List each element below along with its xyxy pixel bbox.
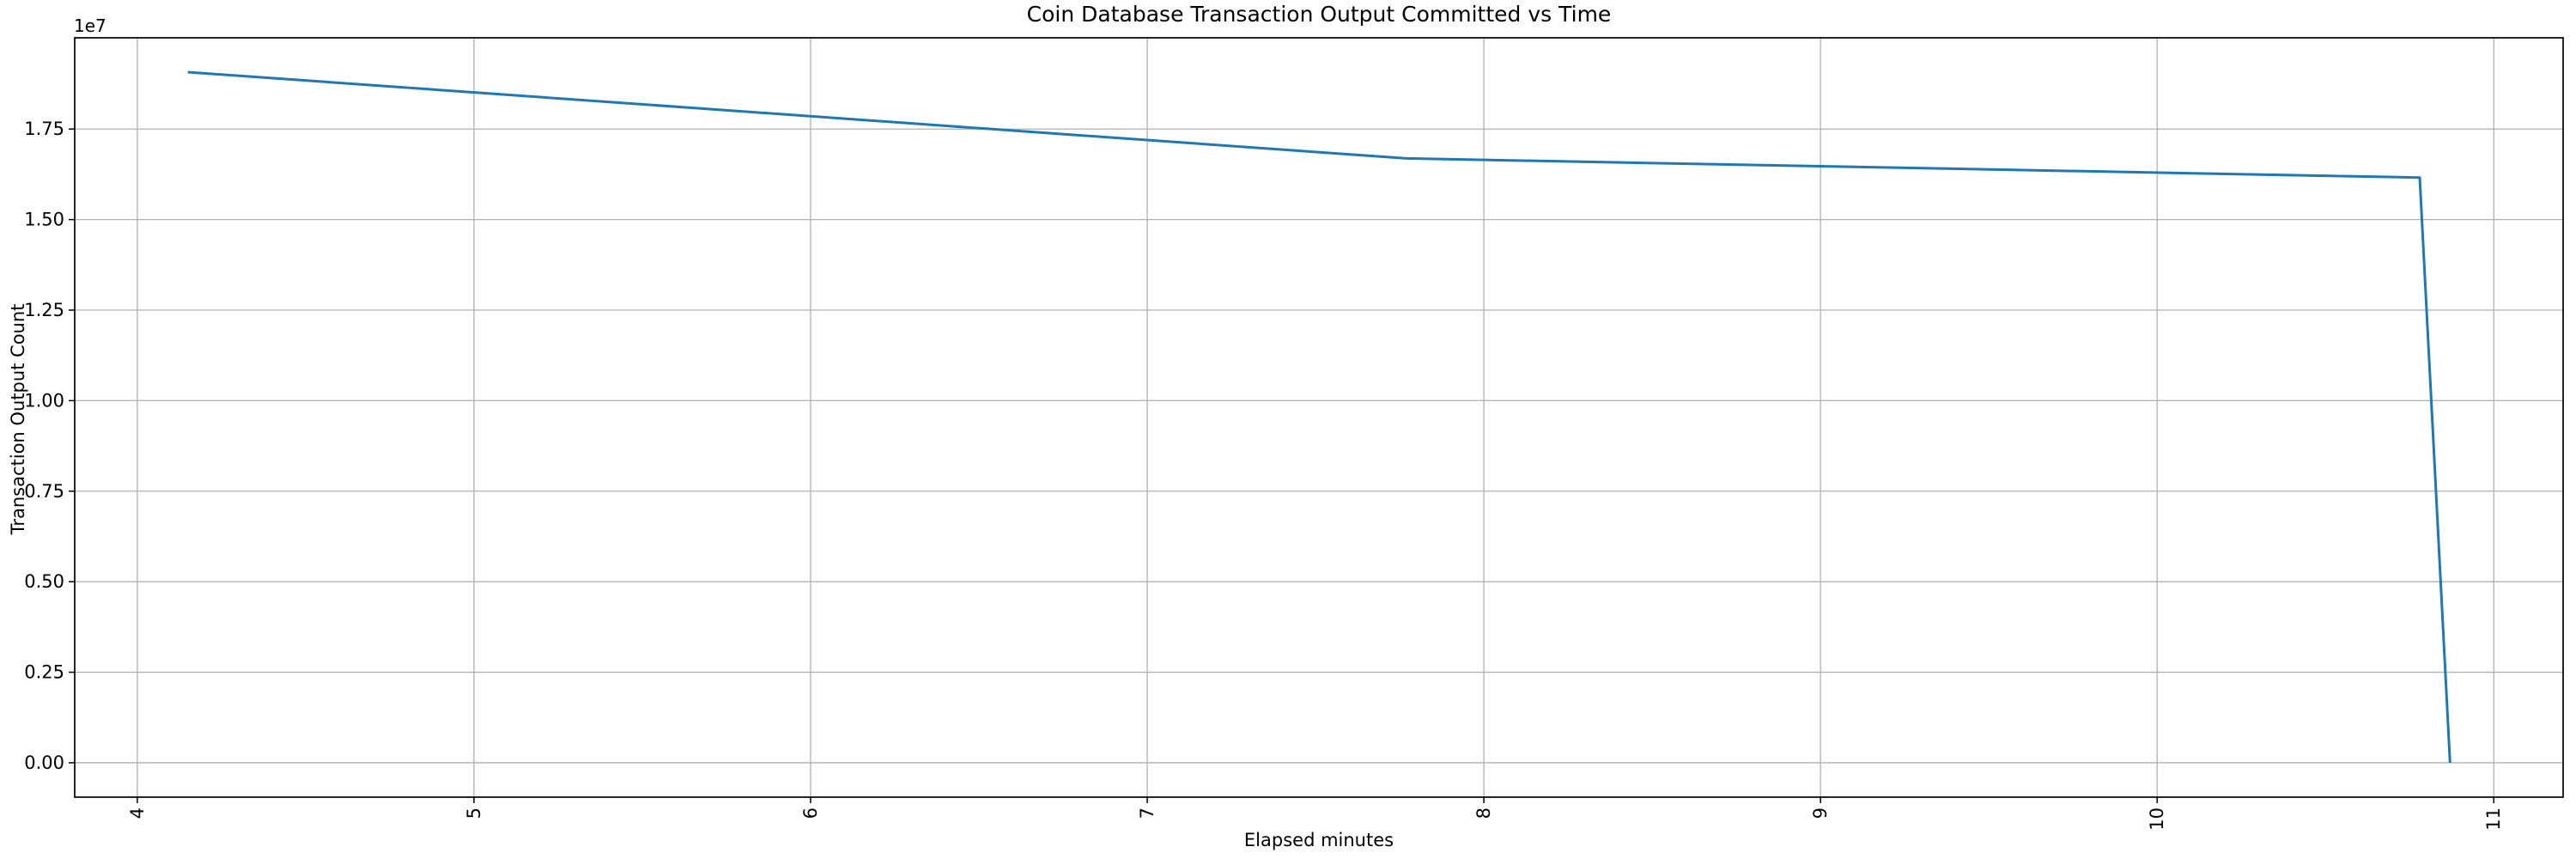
axes-spines <box>74 37 2564 798</box>
data-polyline <box>187 70 2451 764</box>
y-axis-offset-text: 1e7 <box>74 15 106 36</box>
x-tick-label: 4 <box>127 807 148 819</box>
x-tick-labels: 4 5 6 7 8 9 10 11 <box>127 807 2504 831</box>
y-tick-label: 0.25 <box>24 662 64 683</box>
x-tick-label: 5 <box>464 807 484 819</box>
y-tick-label: 1.00 <box>24 390 64 411</box>
x-axis-label: Elapsed minutes <box>1243 830 1394 850</box>
axes-box <box>74 37 2564 798</box>
y-tick-label: 0.75 <box>24 481 64 502</box>
y-tick-label: 0.00 <box>24 752 64 773</box>
y-tick-label: 1.50 <box>24 210 64 230</box>
x-tick-label: 9 <box>1810 807 1831 819</box>
x-tick-label: 11 <box>2483 807 2504 831</box>
gridlines <box>75 38 2563 797</box>
tick-marks <box>69 128 2494 803</box>
data-series <box>187 70 2451 764</box>
x-tick-label: 10 <box>2147 807 2167 831</box>
y-tick-label: 1.75 <box>24 119 64 139</box>
y-tick-label: 1.25 <box>24 300 64 320</box>
x-tick-label: 8 <box>1473 807 1494 819</box>
chart-title: Coin Database Transaction Output Committ… <box>1026 2 1612 27</box>
x-tick-label: 7 <box>1137 807 1157 819</box>
y-tick-labels: 0.00 0.25 0.50 0.75 1.00 1.25 1.50 1.75 <box>24 119 64 773</box>
x-tick-label: 6 <box>800 807 821 819</box>
y-tick-label: 0.50 <box>24 571 64 592</box>
